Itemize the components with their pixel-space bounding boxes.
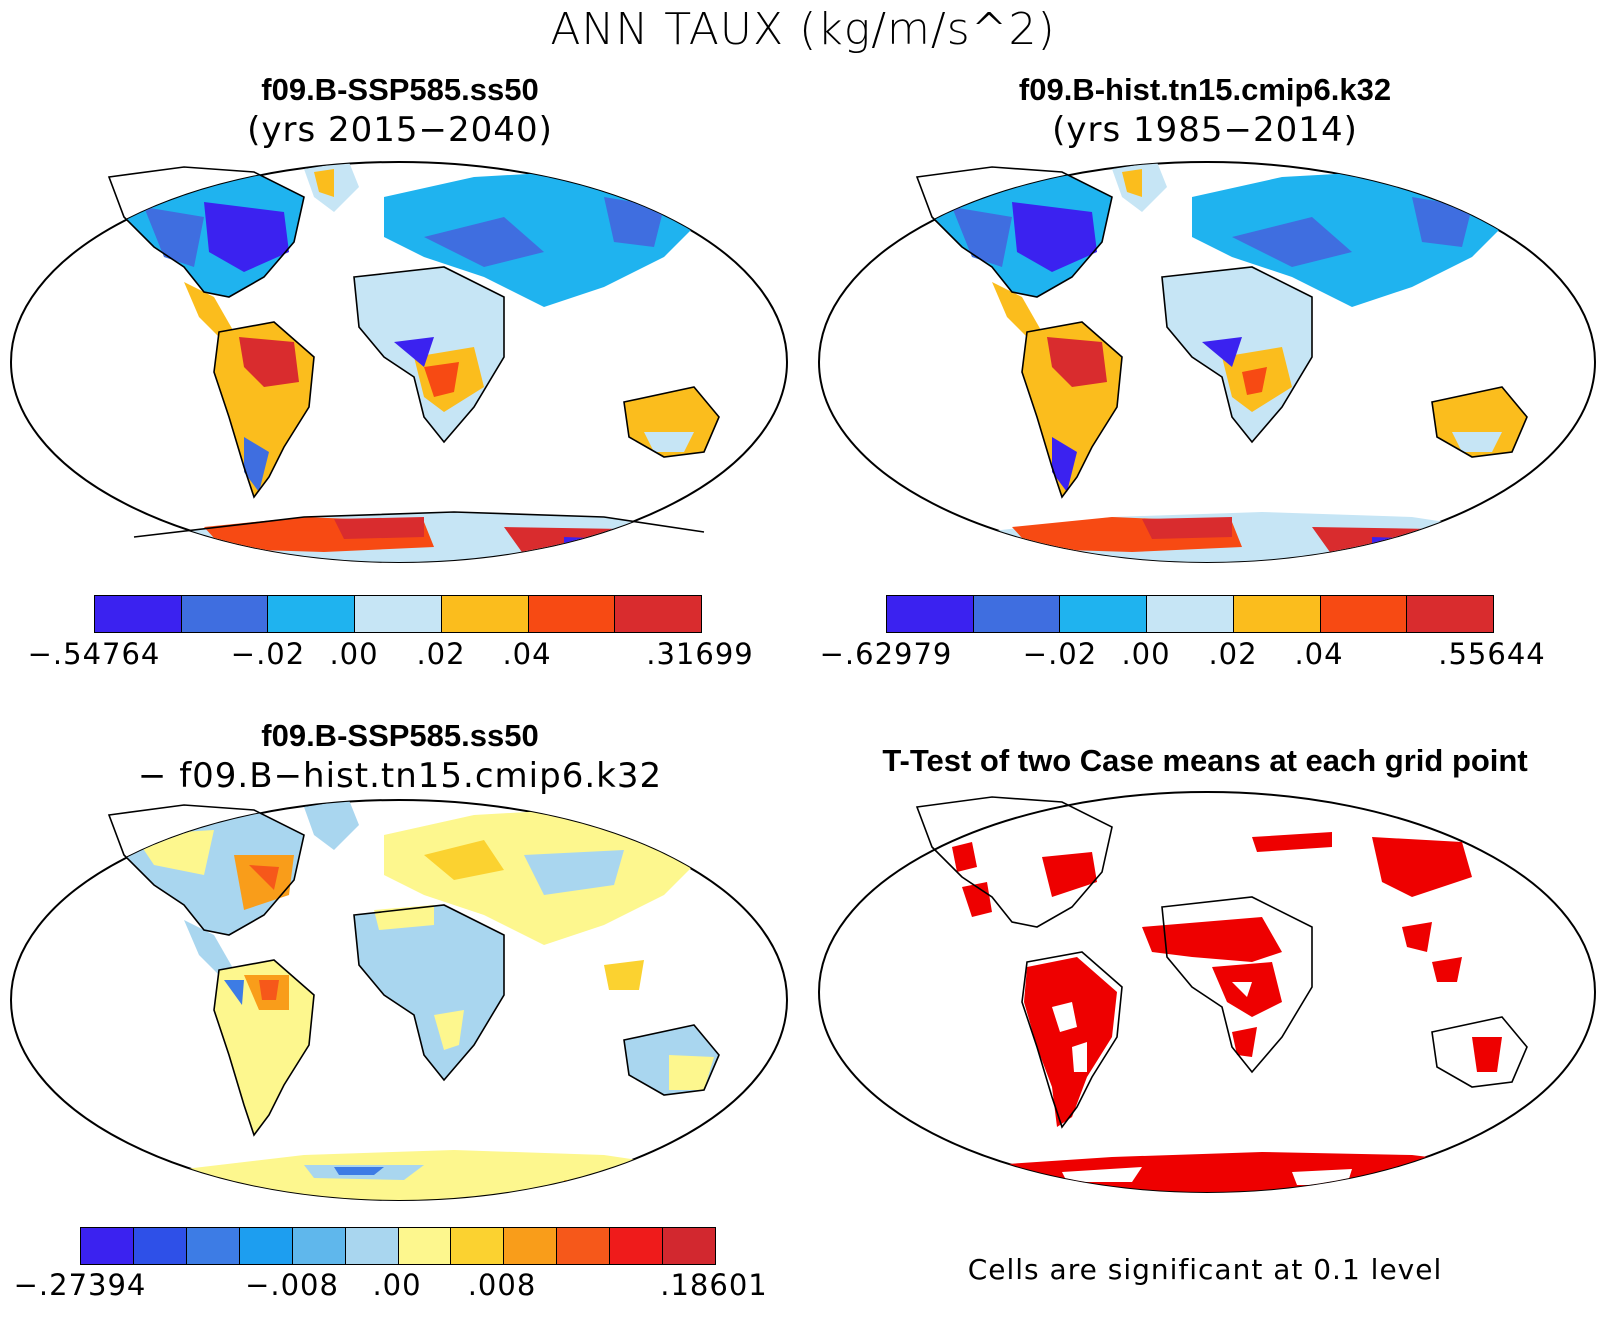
colorbar-label: .008	[467, 1268, 537, 1302]
colorbar-swatch-5	[528, 596, 616, 632]
colorbar-swatch-4	[1233, 596, 1321, 632]
colorbar-swatch-6	[398, 1228, 452, 1264]
colorbar-case2	[886, 595, 1494, 633]
colorbar-label: .00	[1121, 637, 1171, 671]
colorbar-swatch-3	[355, 596, 442, 632]
map-diff	[10, 799, 788, 1201]
panel-ttest-title: T-Test of two Case means at each grid po…	[882, 743, 1528, 778]
map-ttest	[818, 791, 1596, 1193]
colorbar-diff-labels: −.27394 −.008 .00 .008 .18601	[0, 1268, 800, 1308]
map-case2	[818, 161, 1596, 563]
colorbar-swatch-0	[81, 1228, 134, 1264]
colorbar-swatch-5	[345, 1228, 399, 1264]
significance-note: Cells are significant at 0.1 level	[967, 1253, 1443, 1286]
colorbar-swatch-3	[1147, 596, 1234, 632]
colorbar-label: −.62979	[819, 637, 953, 671]
panel-case1-subtitle: (yrs 2015−2040)	[247, 110, 553, 150]
colorbar-swatch-6	[1407, 596, 1494, 632]
colorbar-swatch-0	[95, 596, 182, 632]
colorbar-swatch-3	[239, 1228, 293, 1264]
colorbar-swatch-2	[268, 596, 356, 632]
colorbar-diff	[80, 1227, 716, 1265]
panel-case1-title: f09.B-SSP585.ss50	[261, 72, 539, 107]
colorbar-swatch-4	[441, 596, 529, 632]
colorbar-swatch-8	[504, 1228, 558, 1264]
colorbar-label: .00	[372, 1268, 422, 1302]
colorbar-label: .00	[329, 637, 379, 671]
colorbar-swatch-1	[133, 1228, 187, 1264]
colorbar-swatch-6	[615, 596, 702, 632]
colorbar-swatch-10	[610, 1228, 664, 1264]
colorbar-case2-labels: −.62979 −.02 .00 .02 .04 .55644	[805, 637, 1605, 677]
colorbar-swatch-5	[1320, 596, 1408, 632]
colorbar-label: .31699	[646, 637, 754, 671]
colorbar-swatch-2	[1060, 596, 1148, 632]
colorbar-label: −.27394	[13, 1268, 147, 1302]
colorbar-swatch-2	[186, 1228, 240, 1264]
colorbar-swatch-9	[557, 1228, 611, 1264]
colorbar-label: .04	[502, 637, 552, 671]
colorbar-swatch-7	[451, 1228, 505, 1264]
colorbar-label: −.02	[1022, 637, 1098, 671]
colorbar-label: −.54764	[27, 637, 161, 671]
panel-case2-subtitle: (yrs 1985−2014)	[1052, 110, 1358, 150]
colorbar-label: .04	[1294, 637, 1344, 671]
colorbar-label: .02	[1208, 637, 1258, 671]
colorbar-swatch-1	[973, 596, 1061, 632]
map-case1	[10, 161, 788, 563]
panel-diff-title: f09.B-SSP585.ss50	[261, 718, 539, 753]
panel-diff-subtitle: − f09.B−hist.tn15.cmip6.k32	[137, 756, 663, 796]
colorbar-swatch-11	[663, 1228, 716, 1264]
colorbar-label: .02	[416, 637, 466, 671]
panel-case2-title: f09.B-hist.tn15.cmip6.k32	[1018, 72, 1392, 107]
colorbar-label: .55644	[1438, 637, 1546, 671]
colorbar-label: −.008	[245, 1268, 339, 1302]
colorbar-label: .18601	[660, 1268, 768, 1302]
colorbar-swatch-4	[292, 1228, 346, 1264]
colorbar-case1-labels: −.54764 −.02 .00 .02 .04 .31699	[0, 637, 800, 677]
colorbar-case1	[94, 595, 702, 633]
colorbar-swatch-1	[181, 596, 269, 632]
main-title: ANN TAUX (kg/m/s^2)	[550, 4, 1056, 55]
colorbar-swatch-0	[887, 596, 974, 632]
colorbar-label: −.02	[230, 637, 306, 671]
